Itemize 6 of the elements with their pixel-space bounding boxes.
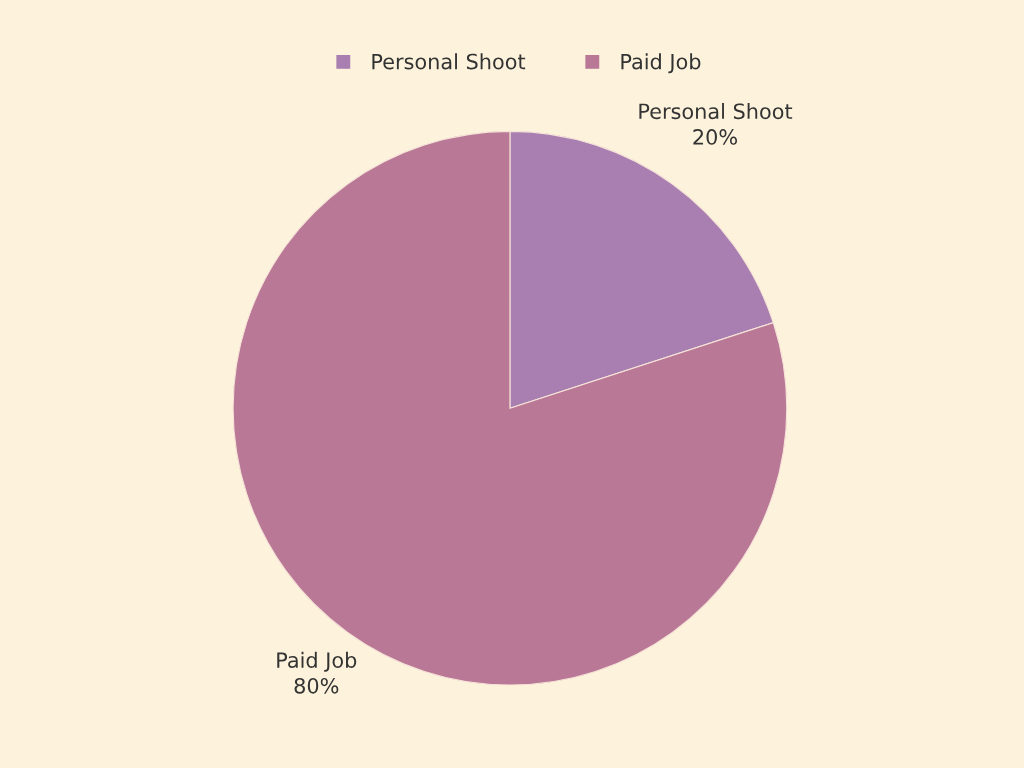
slice-label: Personal Shoot [639, 103, 793, 120]
slice-label: Paid Job [277, 651, 357, 672]
data-label: 80% [294, 677, 339, 694]
data-label: 20% [693, 129, 737, 145]
legend-label: Personal Shoot [372, 53, 526, 70]
legend-label: Paid Job [621, 53, 701, 74]
